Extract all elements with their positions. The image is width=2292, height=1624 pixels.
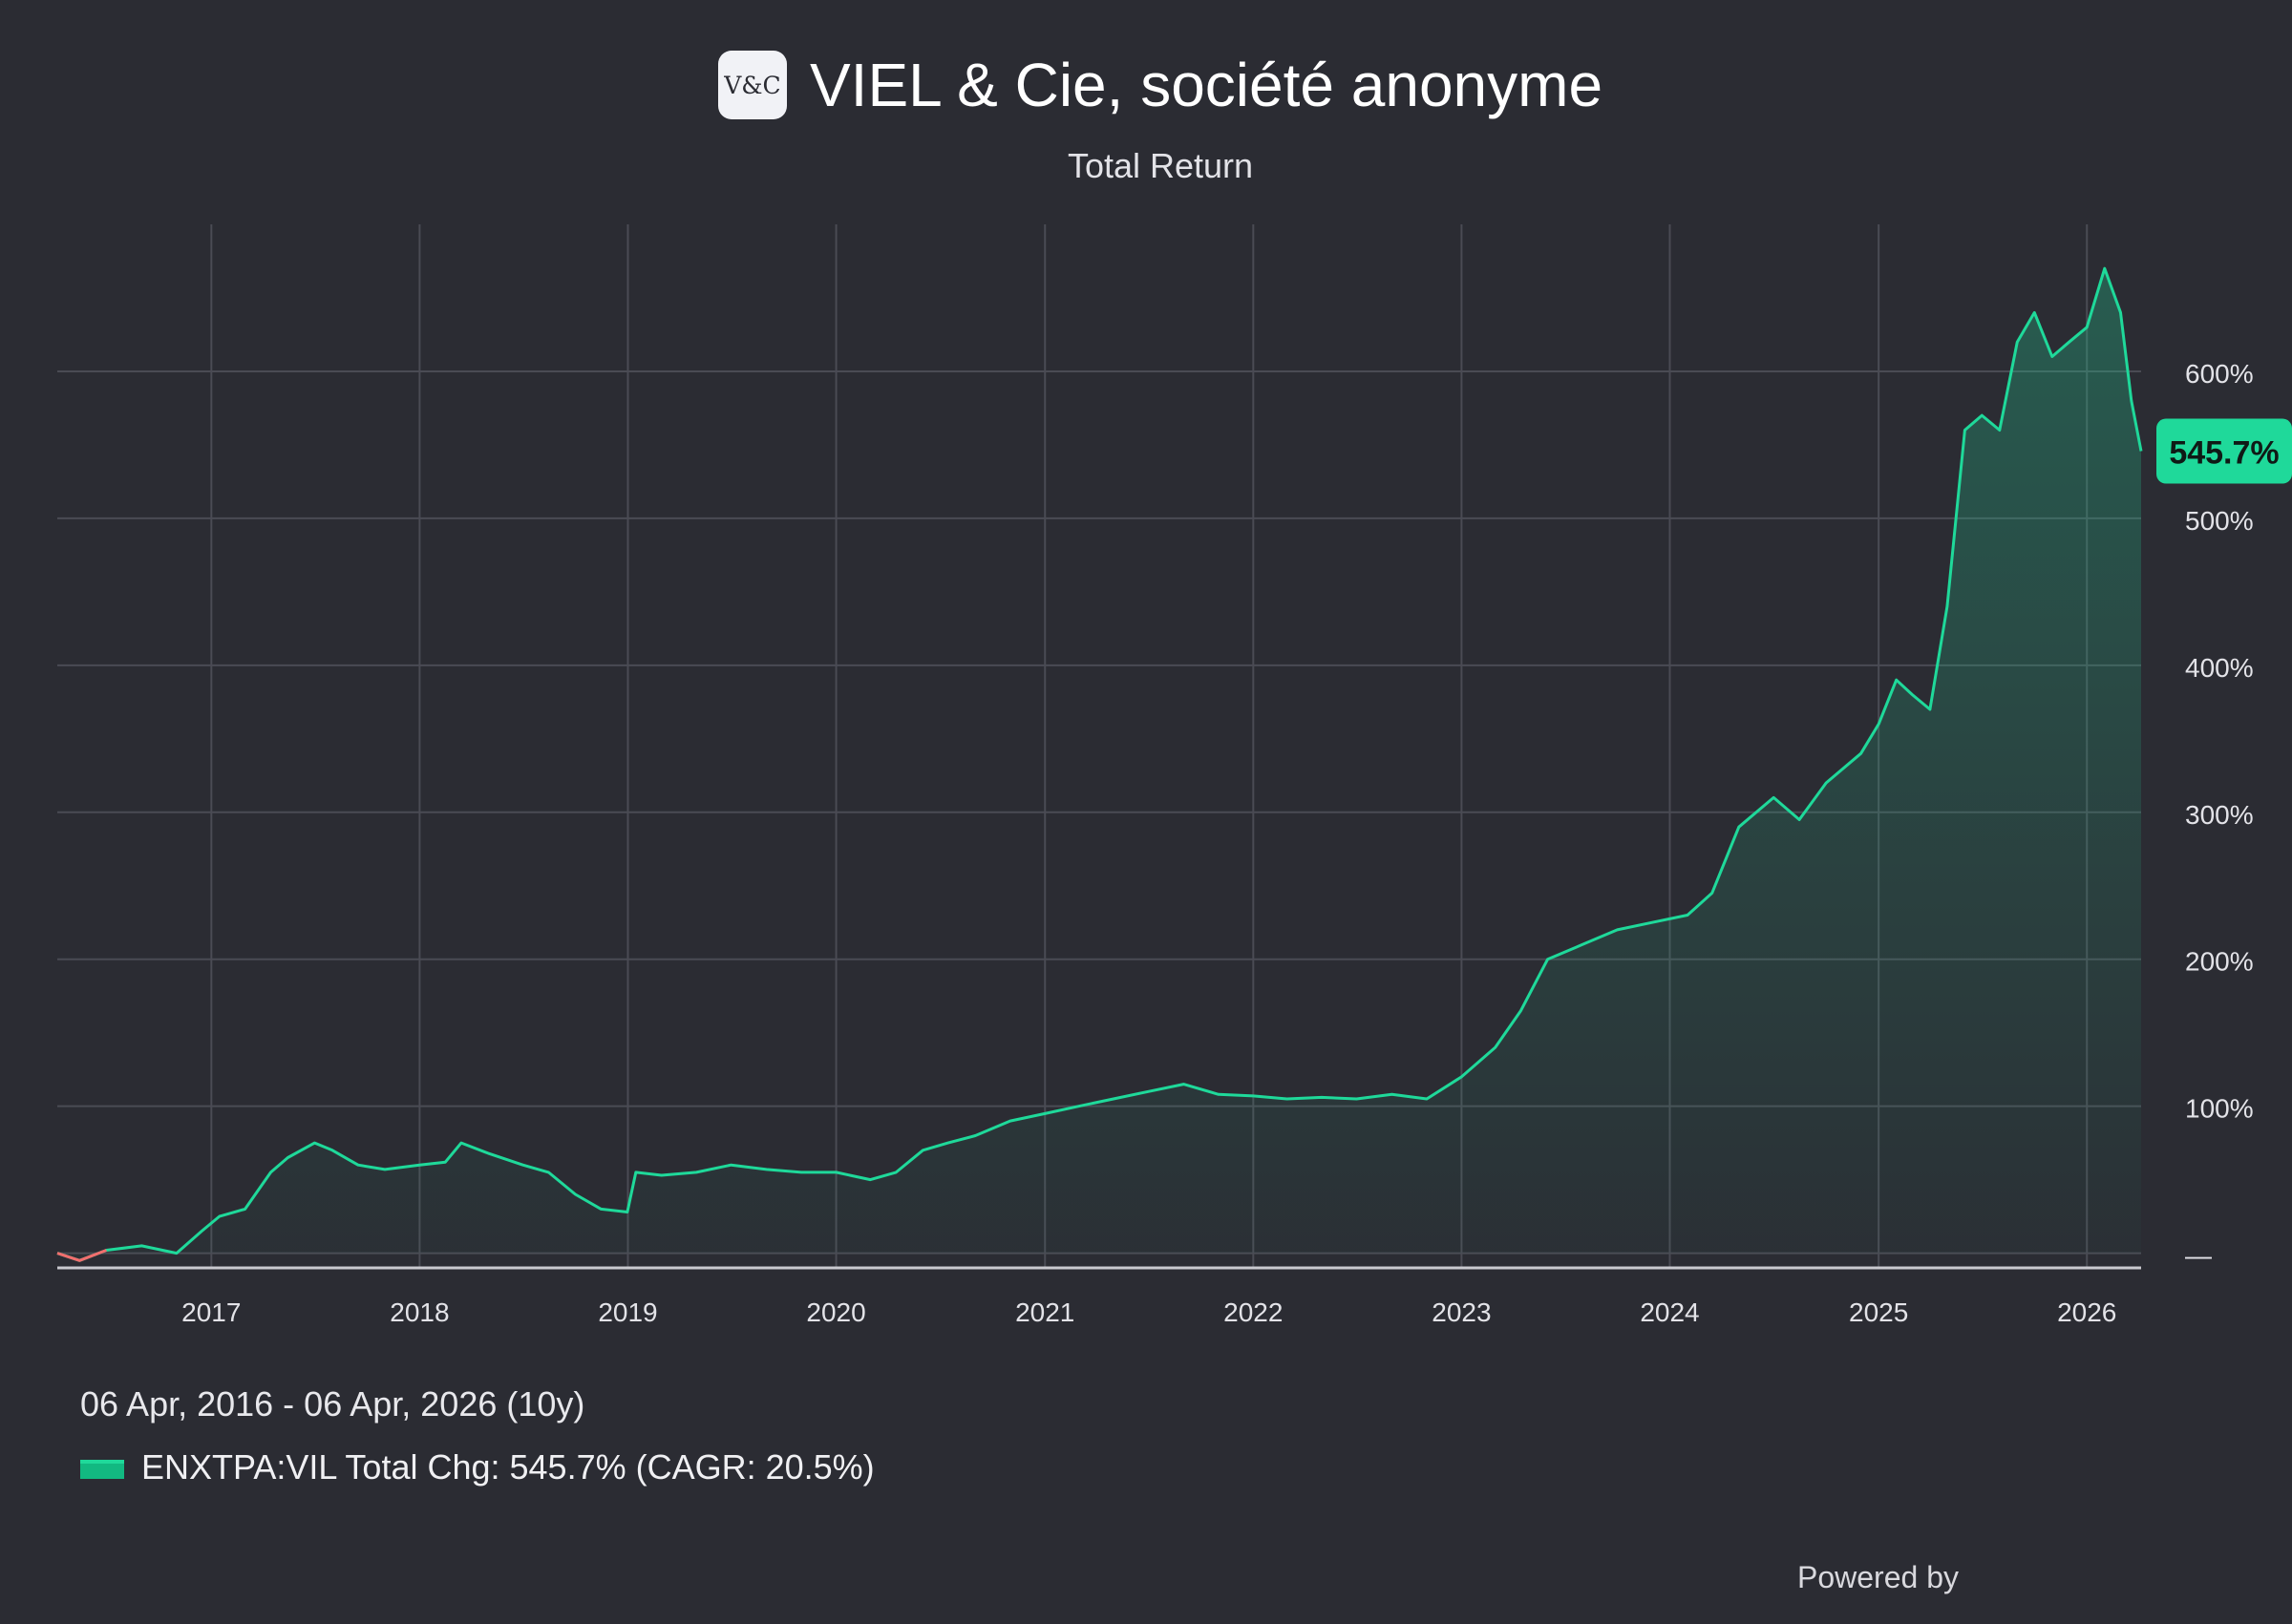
x-tick-label: 2023 [1432, 1297, 1491, 1327]
company-logo: V&C [717, 51, 787, 119]
x-tick-label: 2019 [598, 1297, 657, 1327]
chart-header: V&C VIEL & Cie, société anonyme [0, 50, 2292, 120]
chart-subtitle: Total Return [1067, 146, 1254, 185]
x-tick-label: 2024 [1640, 1297, 1699, 1327]
legend-swatch [80, 1460, 124, 1479]
y-tick-label: 100% [2185, 1094, 2254, 1124]
x-tick-label: 2021 [1015, 1297, 1074, 1327]
y-tick-label: 200% [2185, 947, 2254, 977]
y-tick-label: — [2185, 1241, 2212, 1271]
y-tick-label: 500% [2185, 506, 2254, 536]
x-tick-label: 2025 [1849, 1297, 1908, 1327]
y-tick-label: 400% [2185, 653, 2254, 683]
last-value-label: 545.7% [2169, 435, 2279, 472]
total-return-chart: — 100% 200% 300% 400% 500% 600% 2017 2018 2019 202… [56, 224, 2292, 1327]
y-tick-label: 300% [2185, 800, 2254, 830]
chart-title: VIEL & Cie, société anonyme [809, 51, 1603, 119]
series-line-negative [56, 1249, 107, 1262]
powered-by: Powered by [1797, 1560, 1959, 1594]
x-tick-label: 2020 [806, 1297, 865, 1327]
legend: ENXTPA:VIL Total Chg: 545.7% (CAGR: 20.5… [80, 1447, 875, 1487]
x-tick-label: 2026 [2057, 1297, 2116, 1327]
series-area [57, 268, 2141, 1261]
last-value-badge [2156, 418, 2292, 484]
x-tick-label: 2018 [390, 1297, 449, 1327]
date-range: 06 Apr, 2016 - 06 Apr, 2026 (10y) [80, 1384, 585, 1424]
legend-label: ENXTPA:VIL Total Chg: 545.7% (CAGR: 20.5… [141, 1447, 875, 1487]
x-tick-label: 2017 [181, 1297, 241, 1327]
y-tick-label: 600% [2185, 359, 2254, 389]
series-line [56, 266, 2143, 1262]
x-tick-label: 2022 [1223, 1297, 1283, 1327]
